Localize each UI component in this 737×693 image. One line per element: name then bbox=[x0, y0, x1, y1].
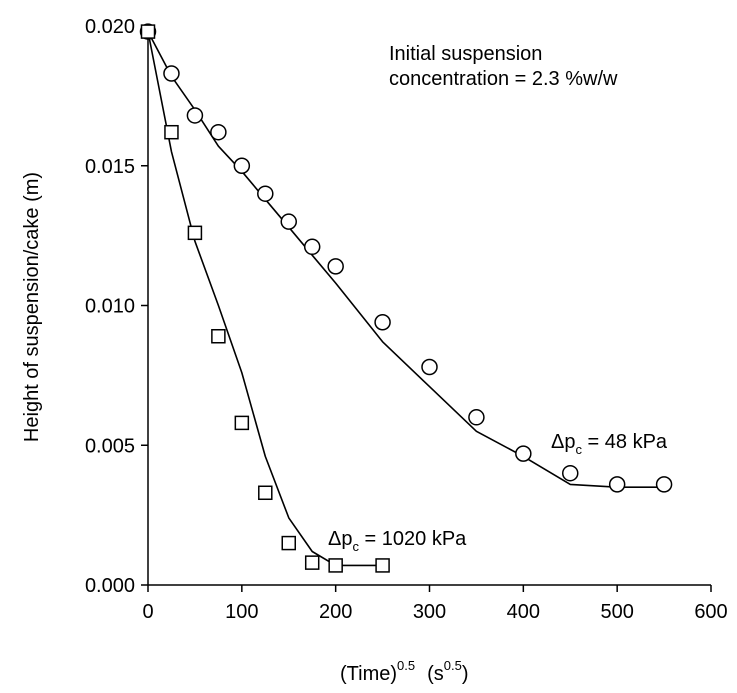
x-tick-label: 200 bbox=[319, 601, 352, 623]
x-axis-label-unit-close: ) bbox=[462, 663, 469, 685]
data-point-square bbox=[140, 24, 156, 39]
data-point-circle bbox=[257, 185, 274, 202]
data-point-circle bbox=[655, 476, 673, 493]
series-label-48kpa: Δpc = 48 kPa bbox=[551, 431, 668, 457]
x-axis-label-exp: 0.5 bbox=[397, 658, 415, 673]
data-point-circle bbox=[163, 65, 180, 82]
x-tick-label: 0 bbox=[142, 601, 153, 623]
series-label-48kpa-delta: Δp bbox=[551, 431, 575, 453]
data-point-circle bbox=[515, 445, 532, 462]
y-tick-label: 0.020 bbox=[85, 16, 135, 38]
x-tick-label: 500 bbox=[600, 601, 633, 623]
x-tick-label: 600 bbox=[694, 601, 727, 623]
data-point-circle bbox=[210, 123, 227, 141]
series-label-1020kpa-value: = 1020 kPa bbox=[359, 528, 467, 550]
data-point-circle bbox=[280, 213, 297, 230]
x-axis-label-unit-exp: 0.5 bbox=[444, 658, 462, 673]
data-markers bbox=[139, 23, 673, 573]
data-point-circle bbox=[327, 258, 344, 275]
x-tick-label: 100 bbox=[225, 601, 258, 623]
data-point-square bbox=[258, 485, 273, 501]
data-point-circle bbox=[233, 157, 251, 174]
data-point-circle bbox=[562, 464, 579, 482]
x-axis-label: (Time)0.5 (s0.5) bbox=[340, 658, 469, 685]
data-point-circle bbox=[608, 476, 626, 493]
y-tick-label: 0.000 bbox=[85, 575, 135, 597]
data-point-square bbox=[164, 124, 179, 140]
y-tick-label: 0.015 bbox=[85, 156, 135, 178]
series-label-1020kpa-delta: Δp bbox=[328, 528, 352, 550]
annotation-line-2: concentration = 2.3 %w/w bbox=[389, 68, 618, 90]
x-axis-label-main: (Time) bbox=[340, 663, 397, 685]
fit-line-series-1 bbox=[147, 31, 383, 567]
x-axis-label-unit-open: (s bbox=[427, 663, 444, 685]
series-label-1020kpa: Δpc = 1020 kPa bbox=[328, 528, 467, 554]
data-point-square bbox=[328, 558, 343, 573]
data-point-circle bbox=[468, 409, 485, 426]
data-point-square bbox=[211, 328, 226, 344]
data-point-square bbox=[281, 535, 296, 551]
data-point-square bbox=[234, 415, 250, 431]
data-point-square bbox=[187, 225, 203, 241]
series-label-48kpa-sub: c bbox=[575, 442, 582, 457]
data-point-circle bbox=[421, 358, 438, 376]
data-point-square bbox=[304, 555, 320, 570]
annotation-line-1: Initial suspension bbox=[389, 43, 542, 65]
y-axis-label: Height of suspension/cake (m) bbox=[21, 172, 43, 442]
data-point-square bbox=[375, 558, 390, 573]
text-labels: Initial suspension concentration = 2.3 %… bbox=[21, 43, 668, 685]
series-label-48kpa-value: = 48 kPa bbox=[582, 431, 668, 453]
data-point-circle bbox=[374, 314, 391, 331]
x-tick-label: 400 bbox=[507, 601, 540, 623]
series-label-1020kpa-sub: c bbox=[352, 539, 359, 554]
x-tick-label: 300 bbox=[413, 601, 446, 623]
fit-lines bbox=[147, 31, 665, 567]
data-point-circle bbox=[186, 107, 204, 124]
y-tick-label: 0.010 bbox=[85, 296, 135, 318]
fit-line-series-0 bbox=[147, 31, 665, 488]
axes: 0 100 200 300 400 500 600 0.000 0.005 0.010 0.015 0… bbox=[85, 16, 728, 623]
data-point-circle bbox=[303, 238, 321, 256]
y-tick-label: 0.005 bbox=[85, 435, 135, 457]
